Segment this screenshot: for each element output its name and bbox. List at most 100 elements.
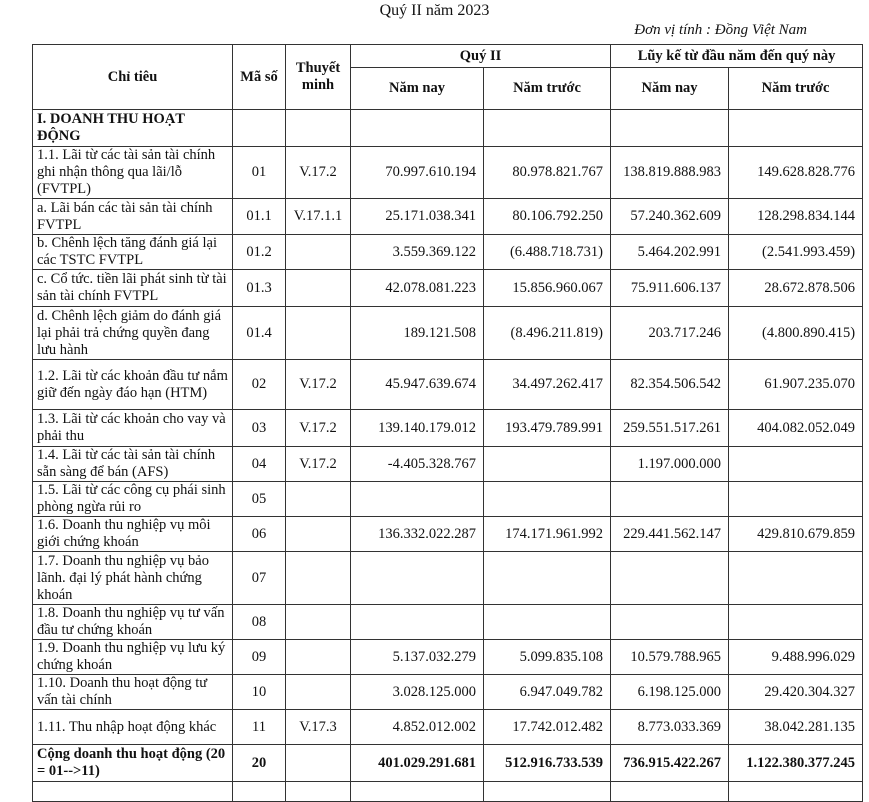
- header-cell: Mã số: [232, 44, 286, 110]
- table-cell: 5.137.032.279: [350, 639, 484, 675]
- table-cell: 189.121.508: [350, 306, 484, 360]
- table-row: 1.10. Doanh thu hoạt động tư vấn tài chí…: [32, 674, 864, 710]
- table-cell: 512.916.733.539: [482, 744, 612, 782]
- row-label: 1.4. Lãi từ các tài sản tài chính sẵn sà…: [32, 446, 233, 482]
- table-cell: 38.042.281.135: [728, 709, 864, 745]
- row-label: b. Chênh lệch tăng đánh giá lại các TSTC…: [32, 234, 233, 270]
- table-cell: (2.541.993.459): [728, 234, 864, 270]
- row-label: 1.9. Doanh thu nghiệp vụ lưu ký chứng kh…: [32, 639, 233, 675]
- table-cell: 8.773.033.369: [610, 709, 730, 745]
- table-cell: 09: [232, 639, 286, 675]
- table-row: b. Chênh lệch tăng đánh giá lại các TSTC…: [32, 234, 864, 270]
- table-cell: 01.4: [232, 306, 286, 360]
- report-title: Quý II năm 2023: [379, 2, 490, 19]
- table-row: c. Cổ tức. tiền lãi phát sinh từ tài sản…: [32, 269, 864, 307]
- table-row: 1.11. Thu nhập hoạt động khác 11 V.17.3 4.8…: [32, 709, 864, 745]
- table-row: 1.2. Lãi từ các khoản đầu tư nắm giữ đến…: [32, 359, 864, 410]
- header-cell: Năm nay: [350, 67, 484, 110]
- table-cell: 401.029.291.681: [350, 744, 484, 782]
- table-cell: [610, 109, 730, 147]
- row-label: 1.11. Thu nhập hoạt động khác: [32, 709, 233, 745]
- row-label: 1.7. Doanh thu nghiệp vụ bảo lãnh. đại l…: [32, 551, 233, 605]
- table-cell: 01.2: [232, 234, 286, 270]
- table-cell: 139.140.179.012: [350, 409, 484, 447]
- table-cell: 70.997.610.194: [350, 146, 484, 199]
- table-cell: 10.579.788.965: [610, 639, 730, 675]
- table-cell: [285, 744, 351, 782]
- table-cell: 736.915.422.267: [610, 744, 730, 782]
- header-cell: Năm nay: [610, 67, 730, 110]
- row-label: 1.3. Lãi từ các khoản cho vay và phải th…: [32, 409, 233, 447]
- table-cell: (4.800.890.415): [728, 306, 864, 360]
- table-cell: [610, 481, 730, 517]
- table-cell: 149.628.828.776: [728, 146, 864, 199]
- table-cell: [350, 604, 484, 640]
- table-cell: 5.099.835.108: [482, 639, 612, 675]
- table-cell: [728, 551, 864, 605]
- header-cell: Quý II: [349, 44, 612, 68]
- table-cell: 193.479.789.991: [482, 409, 612, 447]
- table-cell: [285, 269, 351, 307]
- table-row: 1.6. Doanh thu nghiệp vụ môi giới chứng …: [32, 516, 864, 552]
- table-cell: 3.559.369.122: [350, 234, 484, 270]
- table-row: I. DOANH THU HOẠT ĐỘNG: [32, 109, 864, 147]
- table-cell: 6.198.125.000: [610, 674, 730, 710]
- table-cell: 203.717.246: [610, 306, 730, 360]
- table-cell: 25.171.038.341: [350, 198, 484, 235]
- table-cell: 06: [232, 516, 286, 552]
- table-cell: V.17.2: [285, 359, 351, 410]
- table-cell: 01: [232, 146, 286, 199]
- header-cell: Thuyết minh: [285, 44, 351, 110]
- table-cell: 404.082.052.049: [728, 409, 864, 447]
- table-row: 1.7. Doanh thu nghiệp vụ bảo lãnh. đại l…: [32, 551, 864, 605]
- table-cell: 11: [232, 709, 286, 745]
- table-cell: [728, 604, 864, 640]
- table-row: 1.1. Lãi từ các tài sản tài chính ghi nh…: [32, 146, 864, 199]
- row-label: 1.2. Lãi từ các khoản đầu tư nắm giữ đến…: [32, 359, 233, 410]
- row-label: a. Lãi bán các tài sản tài chính FVTPL: [32, 198, 233, 235]
- table-cell: [285, 639, 351, 675]
- table-cell: 259.551.517.261: [610, 409, 730, 447]
- table-cell: V.17.3: [285, 709, 351, 745]
- table-cell: 128.298.834.144: [728, 198, 864, 235]
- header-cell: Năm trước: [728, 67, 864, 110]
- row-label: c. Cổ tức. tiền lãi phát sinh từ tài sản…: [32, 269, 233, 307]
- table-cell: V.17.2: [285, 446, 351, 482]
- row-label: 1.1. Lãi từ các tài sản tài chính ghi nh…: [32, 146, 233, 199]
- table-cell: 80.978.821.767: [482, 146, 612, 199]
- table-cell: [728, 109, 864, 147]
- table-cell: [350, 109, 484, 147]
- table-cell: [350, 481, 484, 517]
- table-cell: 1.122.380.377.245: [728, 744, 864, 782]
- table-cell: 429.810.679.859: [728, 516, 864, 552]
- row-label: Cộng doanh thu hoạt động (20 = 01-->11): [32, 744, 233, 782]
- table-cell: 29.420.304.327: [728, 674, 864, 710]
- table-row: 1.9. Doanh thu nghiệp vụ lưu ký chứng kh…: [32, 639, 864, 675]
- table-cell: 04: [232, 446, 286, 482]
- table-cell: 61.907.235.070: [728, 359, 864, 410]
- table-cell: [285, 604, 351, 640]
- table-cell: (6.488.718.731): [482, 234, 612, 270]
- table-cell: (8.496.211.819): [482, 306, 612, 360]
- table-cell: 9.488.996.029: [728, 639, 864, 675]
- table-body: I. DOANH THU HOẠT ĐỘNG 1.1. Lãi từ các tà…: [32, 109, 864, 802]
- table-cell: 1.197.000.000: [610, 446, 730, 482]
- row-label: d. Chênh lệch giảm do đánh giá lại phải …: [32, 306, 233, 360]
- table-cell: [482, 109, 612, 147]
- table-cell: [728, 446, 864, 482]
- table-cell: 17.742.012.482: [482, 709, 612, 745]
- table-cell: [285, 306, 351, 360]
- table-cell: -4.405.328.767: [350, 446, 484, 482]
- header-cell: Năm trước: [482, 67, 612, 110]
- table-cell: 6.947.049.782: [482, 674, 612, 710]
- table-cell: 05: [232, 481, 286, 517]
- row-label: 1.8. Doanh thu nghiệp vụ tư vấn đầu tư c…: [32, 604, 233, 640]
- table-cell: [285, 551, 351, 605]
- table-cell: 82.354.506.542: [610, 359, 730, 410]
- table-cell: 28.672.878.506: [728, 269, 864, 307]
- table-cell: 20: [232, 744, 286, 782]
- table-cell: 80.106.792.250: [482, 198, 612, 235]
- table-cell: 42.078.081.223: [350, 269, 484, 307]
- table-cell: 57.240.362.609: [610, 198, 730, 235]
- table-cell: 08: [232, 604, 286, 640]
